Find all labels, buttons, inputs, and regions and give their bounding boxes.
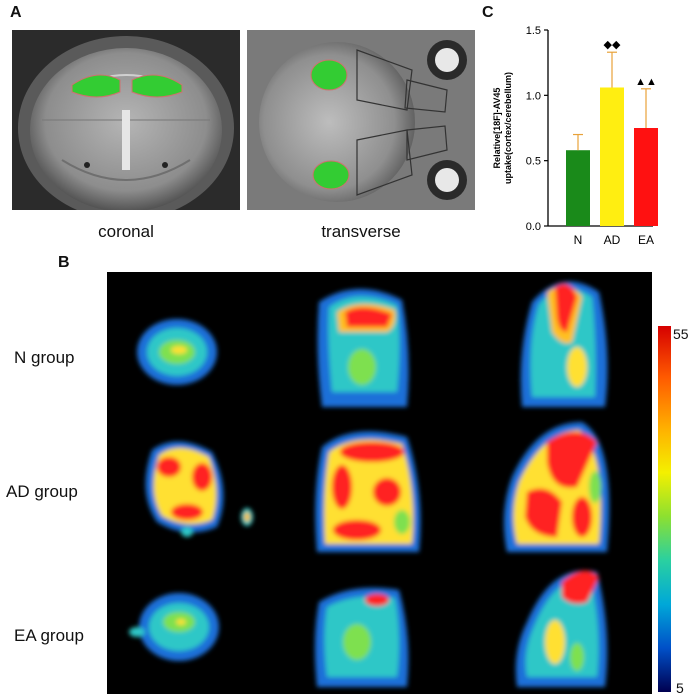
y-axis-label: Relative[18F]-AV45uptake(cortex/cerebell…: [492, 72, 513, 184]
pet-ea-coronal: [129, 593, 219, 661]
pet-n-sagittal: [520, 281, 608, 407]
y-tick-label-0: 0.0: [526, 221, 541, 233]
x-tick-label-n: N: [574, 233, 583, 247]
significance-marker-ea: ▲▲: [635, 76, 657, 88]
panel-c-letter: C: [482, 4, 494, 21]
panel-a-letter: A: [10, 4, 22, 21]
x-tick-label-ad: AD: [604, 233, 621, 247]
y-tick-label-3: 1.5: [526, 25, 541, 37]
transverse-mri-image: [247, 30, 475, 210]
bar-ad: [600, 87, 624, 226]
pet-ea-sagittal: [515, 570, 608, 687]
pet-n-transverse: [317, 288, 409, 407]
bar-ea: [634, 128, 658, 226]
panel-b-letter: B: [58, 254, 70, 271]
colorbar-max-label: 55: [673, 326, 689, 342]
x-tick-label-ea: EA: [638, 233, 654, 247]
pet-ad-transverse: [315, 431, 421, 552]
bar-n: [566, 150, 590, 226]
pet-scan-panel: [107, 272, 652, 694]
row-label-ea: EA group: [14, 626, 84, 645]
uptake-bar-chart: Relative[18F]-AV45uptake(cortex/cerebell…: [492, 25, 658, 247]
upper-cortex-roi: [310, 59, 348, 91]
row-label-ad: AD group: [6, 482, 78, 501]
left-cortex-roi: [71, 74, 121, 98]
pet-n-coronal: [137, 319, 217, 385]
coronal-caption: coronal: [98, 222, 154, 241]
pet-ea-transverse: [314, 587, 409, 687]
y-tick-label-2: 1.0: [526, 90, 541, 102]
pet-ad-sagittal: [503, 422, 610, 552]
right-cortex-roi: [131, 74, 183, 98]
significance-marker-ad: ◆◆: [604, 39, 621, 51]
coronal-mri-image: [12, 30, 240, 210]
row-label-n: N group: [14, 348, 75, 367]
pet-ad-coronal: [145, 441, 253, 537]
colorbar-min-label: 5: [676, 680, 684, 696]
colorbar: [658, 326, 671, 692]
lower-cortex-roi: [312, 160, 350, 190]
y-tick-label-1: 0.5: [526, 156, 541, 168]
transverse-caption: transverse: [321, 222, 401, 241]
